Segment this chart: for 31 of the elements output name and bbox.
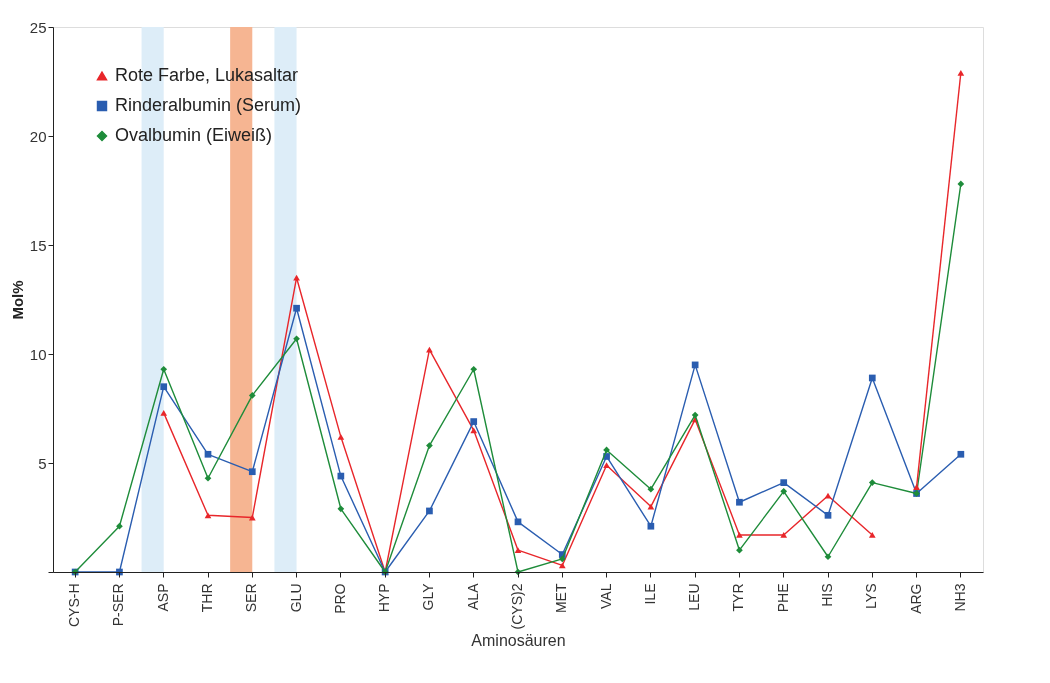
x-tick-label: PRO: [331, 583, 348, 614]
y-tick-label: 5: [38, 454, 47, 472]
x-tick-label: ALA: [464, 582, 481, 610]
x-tick-label: ASP: [154, 583, 171, 612]
y-axis-title: Mol%: [8, 280, 26, 320]
x-tick-label: NH3: [951, 583, 968, 612]
x-tick-label: PHE: [774, 583, 791, 613]
x-tick-label: HYP: [376, 583, 393, 613]
legend-label: Rinderalbumin (Serum): [115, 95, 302, 115]
x-tick-label: (CYS)2: [509, 583, 525, 630]
x-tick-label: VAL: [597, 583, 614, 609]
x-tick-label: HIS: [819, 583, 835, 607]
x-tick-label: ARG: [907, 583, 924, 614]
legend-label: Rote Farbe, Lukasaltar: [115, 65, 299, 85]
x-axis-title: Aminosäuren: [471, 632, 566, 650]
x-tick-label: ILE: [641, 583, 658, 605]
y-tick-label: 10: [29, 345, 47, 363]
x-tick-label: THR: [199, 583, 215, 613]
x-tick-label: SER: [243, 583, 260, 613]
x-tick-label: LYS: [863, 583, 880, 609]
x-tick-label: TYR: [730, 583, 747, 612]
legend-label: Ovalbumin (Eiweiß): [115, 125, 273, 145]
x-tick-label: GLY: [420, 582, 437, 611]
x-tick-label: GLU: [287, 583, 304, 613]
y-tick-label: 20: [29, 127, 47, 145]
x-tick-label: P-SER: [110, 583, 127, 627]
y-tick-label: 25: [29, 18, 47, 36]
x-tick-label: MET: [553, 583, 570, 614]
y-tick-label: 15: [29, 236, 47, 254]
x-tick-label: CYS-H: [66, 583, 83, 628]
x-tick-label: LEU: [686, 583, 703, 611]
